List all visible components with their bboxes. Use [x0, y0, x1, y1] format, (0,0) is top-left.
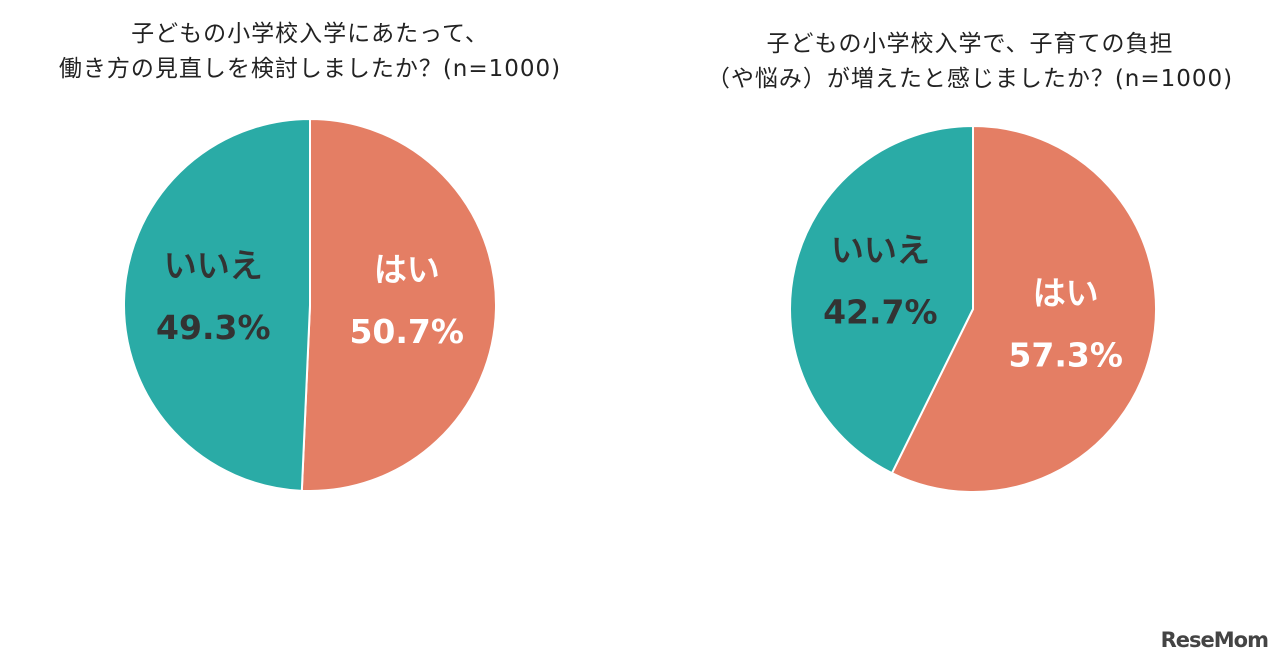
watermark-logo: ReseMom — [1160, 628, 1269, 652]
pie-slice-no — [789, 124, 974, 475]
chart-left: 子どもの小学校入学にあたって、 働き方の見直しを検討しましたか？(n=1000)… — [0, 0, 620, 620]
pie-chart: はい 57.3% いいえ 42.7% — [789, 124, 1157, 493]
pie-slice-yes — [300, 117, 497, 492]
slice-value-label: 57.3% — [1008, 336, 1122, 375]
slice-value-label: 42.7% — [823, 292, 938, 331]
slice-category-label: いいえ — [164, 246, 263, 285]
pie-slice-yes — [890, 124, 1157, 493]
chart-title: 子どもの小学校入学で、子育ての負担 （や悩み）が増えたと感じましたか？(n=10… — [660, 27, 1280, 97]
slice-category-label: はい — [1033, 274, 1099, 313]
chart-title: 子どもの小学校入学にあたって、 働き方の見直しを検討しましたか？(n=1000) — [0, 17, 620, 87]
chart-title-line-1: 子どもの小学校入学にあたって、 — [131, 21, 489, 47]
chart-right: 子どもの小学校入学で、子育ての負担 （や悩み）が増えたと感じましたか？(n=10… — [660, 0, 1280, 620]
slice-category-label: はい — [374, 250, 440, 289]
pie-slice-no — [123, 117, 311, 492]
chart-title-line-1: 子どもの小学校入学で、子育ての負担 — [766, 31, 1174, 57]
pie-chart: はい 50.7% いいえ 49.3% — [123, 117, 497, 492]
slice-value-label: 50.7% — [349, 312, 464, 351]
chart-title-line-2: （や悩み）が増えたと感じましたか？(n=1000) — [706, 66, 1234, 92]
slice-value-label: 49.3% — [156, 308, 271, 347]
chart-title-line-2: 働き方の見直しを検討しましたか？(n=1000) — [58, 56, 562, 82]
slice-category-label: いいえ — [831, 230, 930, 269]
